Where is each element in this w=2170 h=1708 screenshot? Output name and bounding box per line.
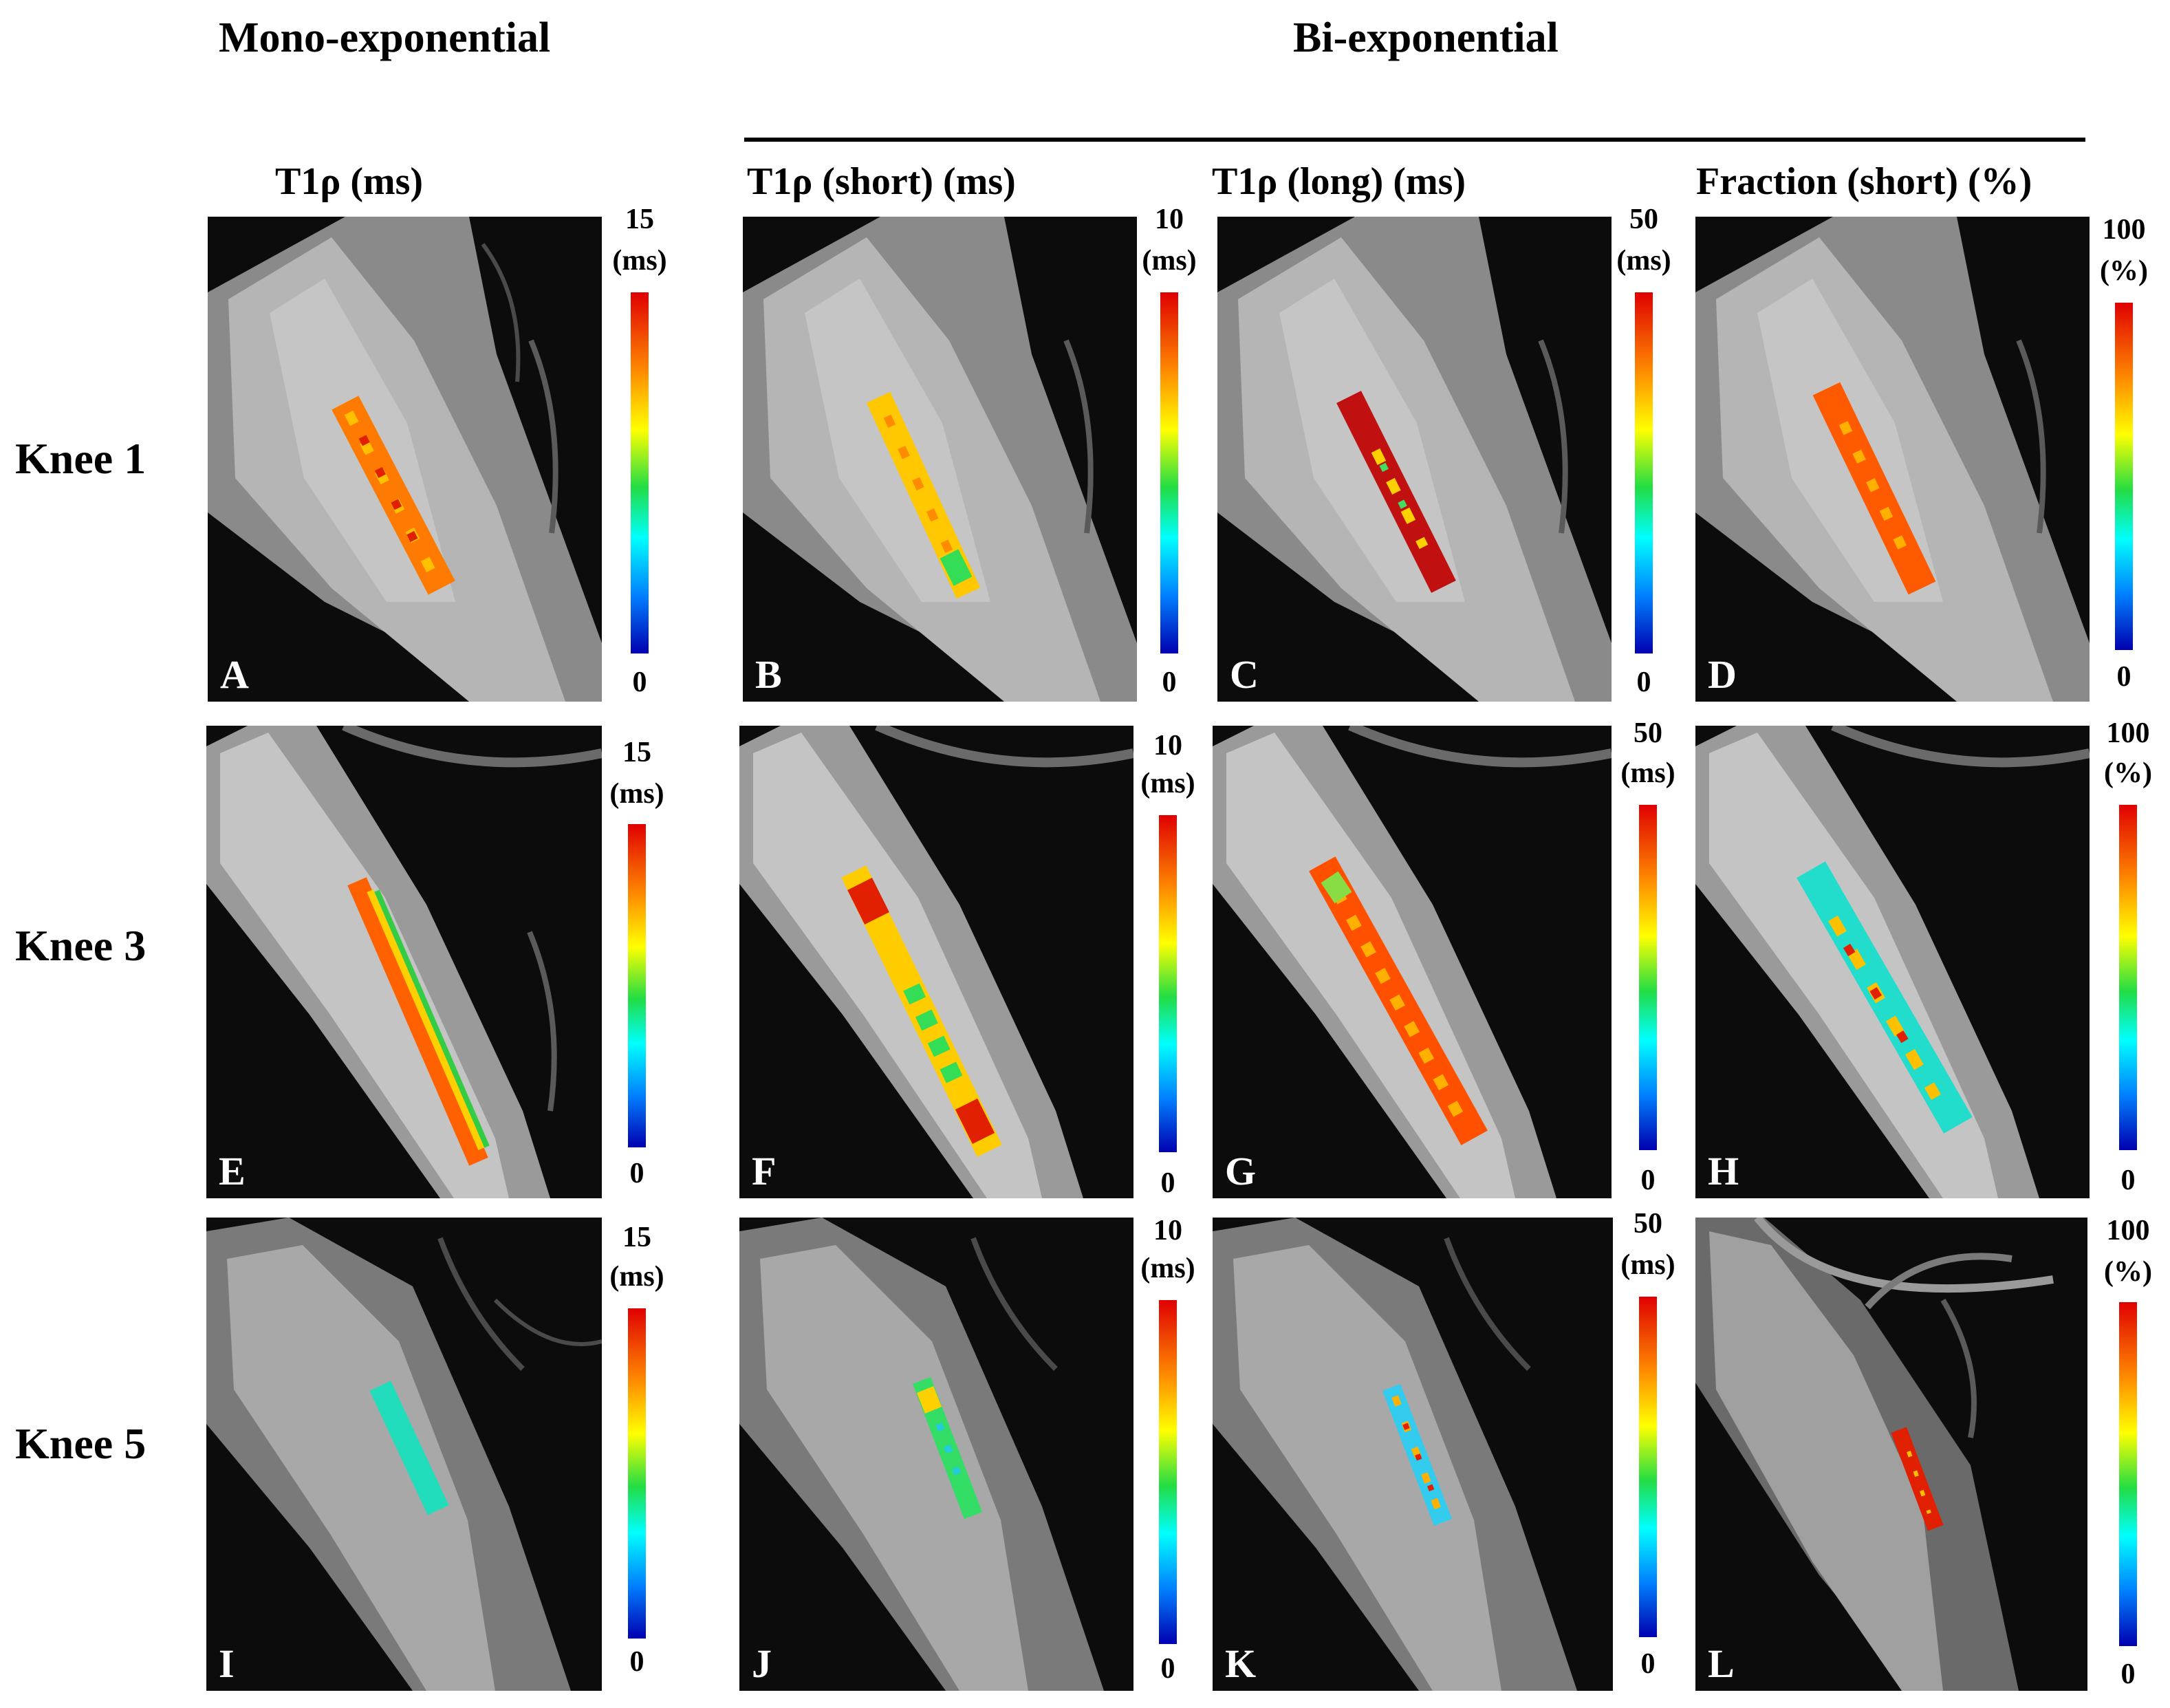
colorbar-min-label: 0 (1160, 1653, 1175, 1685)
map-panel-j: J (739, 1218, 1133, 1691)
map-panel-l: L (1695, 1218, 2087, 1691)
colorbar (1159, 1300, 1177, 1644)
colorbar-min-label: 0 (2120, 1658, 2136, 1690)
map-panel-c: C (1217, 217, 1612, 702)
mri-image (206, 726, 602, 1198)
mri-image (208, 217, 602, 702)
map-panel-k: K (1213, 1218, 1613, 1691)
colorbar (631, 292, 649, 653)
colorbar-max-label: 10 (1155, 204, 1184, 235)
colorbar-max-label: 10 (1153, 1215, 1182, 1246)
map-panel-f: F (739, 726, 1133, 1198)
map-panel-a: A (208, 217, 602, 702)
map-panel-d: D (1695, 217, 2090, 702)
map-panel-b: B (743, 217, 1137, 702)
panel-letter: B (755, 652, 782, 697)
panel-letter: C (1230, 652, 1259, 697)
column-title-t1rho-long: T1ρ (long) (ms) (1212, 160, 1466, 203)
colorbar-unit-label: (ms) (1616, 245, 1671, 277)
mri-image (1695, 1218, 2054, 1691)
colorbar-min-label: 0 (2120, 1165, 2136, 1196)
colorbar-max-label: 15 (622, 1222, 651, 1253)
colorbar-unit-label: (ms) (1142, 245, 1197, 277)
mri-image (206, 1218, 602, 1691)
colorbar (1160, 292, 1178, 653)
row-label-knee-5: Knee 5 (15, 1419, 147, 1468)
colorbar (1639, 805, 1657, 1150)
column-title-t1rho-short: T1ρ (short) (ms) (747, 160, 1016, 203)
panel-letter: A (220, 652, 249, 697)
panel-letter: L (1708, 1641, 1735, 1686)
colorbar-unit-label: (ms) (1620, 757, 1675, 789)
map-panel-e: E (206, 726, 602, 1198)
bi-exponential-divider (744, 138, 2085, 142)
colorbar-unit-label: (ms) (1620, 1249, 1675, 1281)
map-panel-i: I (206, 1218, 602, 1691)
column-title-fraction-short: Fraction (short) (%) (1696, 160, 2032, 203)
colorbar-min-label: 0 (1640, 1648, 1656, 1680)
colorbar-max-label: 100 (2102, 214, 2146, 246)
colorbar-min-label: 0 (632, 667, 647, 698)
colorbar-unit-label: (ms) (609, 778, 664, 810)
colorbar (2119, 805, 2137, 1150)
bi-exponential-header: Bi-exponential (1293, 14, 1559, 61)
map-panel-g: G (1213, 726, 1612, 1198)
colorbar-max-label: 50 (1634, 717, 1662, 749)
panel-letter: E (219, 1149, 246, 1193)
mono-exponential-header: Mono-exponential (219, 14, 551, 61)
panel-letter: K (1225, 1641, 1257, 1686)
colorbar-max-label: 100 (2106, 1215, 2150, 1246)
mri-image (1213, 726, 1612, 1198)
colorbar (628, 824, 646, 1147)
panel-letter: J (752, 1641, 772, 1686)
colorbar-min-label: 0 (1640, 1165, 1656, 1196)
colorbar-max-label: 10 (1153, 730, 1182, 761)
colorbar-max-label: 15 (625, 204, 654, 235)
row-label-knee-3: Knee 3 (15, 921, 147, 970)
colorbar (628, 1308, 646, 1639)
colorbar (2115, 303, 2133, 650)
colorbar (1639, 1297, 1657, 1637)
colorbar-min-label: 0 (629, 1158, 644, 1189)
colorbar-unit-label: (ms) (1140, 1253, 1195, 1284)
colorbar-min-label: 0 (2116, 661, 2131, 693)
column-title-t1rho: T1ρ (ms) (275, 160, 424, 203)
colorbar-unit-label: (ms) (609, 1261, 664, 1293)
colorbar-min-label: 0 (1636, 667, 1651, 698)
row-label-knee-1: Knee 1 (15, 434, 147, 483)
mri-image (1213, 1218, 1577, 1691)
mri-image (743, 217, 1137, 702)
colorbar-unit-label: (%) (2100, 255, 2148, 287)
mri-image (1217, 217, 1612, 702)
panel-letter: D (1708, 652, 1737, 697)
colorbar-max-label: 100 (2106, 717, 2150, 749)
colorbar-unit-label: (ms) (1140, 768, 1195, 799)
colorbar-unit-label: (%) (2104, 757, 2152, 789)
panel-letter: G (1225, 1149, 1257, 1193)
colorbar-unit-label: (ms) (612, 245, 667, 277)
mri-image (1695, 217, 2090, 702)
colorbar-unit-label: (%) (2104, 1256, 2152, 1288)
colorbar (1159, 815, 1177, 1152)
panel-letter: F (752, 1149, 777, 1193)
mri-image (1695, 726, 2090, 1198)
panel-letter: I (219, 1641, 235, 1686)
colorbar-min-label: 0 (1162, 667, 1177, 698)
mri-image (739, 1218, 1104, 1691)
colorbar-max-label: 15 (622, 737, 651, 768)
colorbar-max-label: 50 (1634, 1208, 1662, 1240)
map-panel-h: H (1695, 726, 2090, 1198)
colorbar-max-label: 50 (1629, 204, 1658, 235)
colorbar (1635, 292, 1653, 653)
colorbar (2119, 1302, 2137, 1646)
mri-image (739, 726, 1133, 1198)
colorbar-min-label: 0 (629, 1646, 644, 1678)
panel-letter: H (1708, 1149, 1739, 1193)
colorbar-min-label: 0 (1160, 1167, 1175, 1199)
